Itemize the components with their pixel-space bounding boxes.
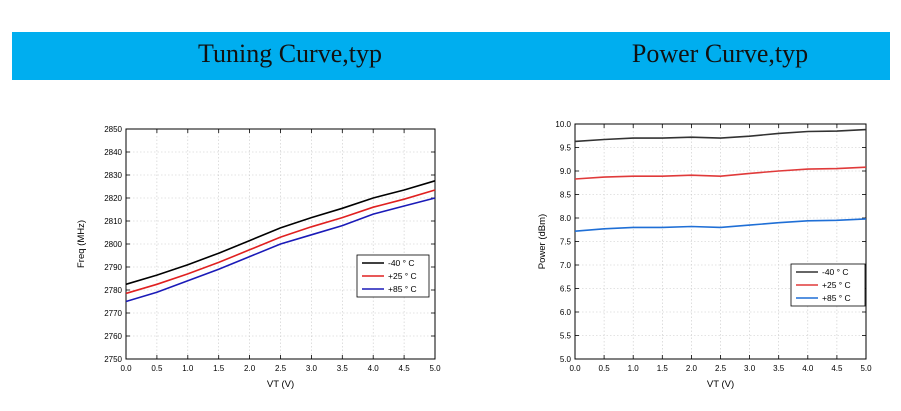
- y-tick-label: 2770: [104, 309, 122, 318]
- legend-label-3: +85 ° C: [822, 293, 851, 303]
- y-tick-label: 6.5: [560, 285, 572, 294]
- y-tick-label: 9.5: [560, 144, 572, 153]
- x-tick-label: 2.5: [275, 364, 287, 373]
- x-tick-label: 0.5: [599, 364, 611, 373]
- y-tick-label: 8.5: [560, 191, 572, 200]
- y-tick-label: 6.0: [560, 308, 572, 317]
- x-tick-label: 2.0: [244, 364, 256, 373]
- legend-label-1: -40 ° C: [822, 267, 849, 277]
- y-axis-label: Power (dBm): [537, 214, 548, 269]
- x-tick-label: 3.0: [306, 364, 318, 373]
- x-tick-label: 1.5: [657, 364, 669, 373]
- series-line-2: [125, 189, 436, 295]
- y-tick-label: 2800: [104, 240, 122, 249]
- y-tick-label: 8.0: [560, 214, 572, 223]
- y-tick-label: 5.5: [560, 332, 572, 341]
- x-tick-label: 3.0: [744, 364, 756, 373]
- x-tick-label: 4.5: [831, 364, 843, 373]
- power-curve-title: Power Curve,typ: [631, 39, 809, 68]
- y-tick-label: 2810: [104, 217, 122, 226]
- series-line-3: [125, 197, 436, 303]
- legend-label-2: +25 ° C: [822, 280, 851, 290]
- series-line-2: [574, 166, 867, 180]
- x-axis-label: VT (V): [267, 379, 294, 390]
- x-tick-label: 1.0: [182, 364, 194, 373]
- series-line-3: [574, 218, 867, 232]
- y-tick-label: 7.0: [560, 261, 572, 270]
- y-tick-label: 2830: [104, 171, 122, 180]
- x-tick-label: 2.5: [715, 364, 727, 373]
- x-tick-label: 5.0: [429, 364, 441, 373]
- y-tick-label: 9.0: [560, 167, 572, 176]
- y-tick-label: 5.0: [560, 355, 572, 364]
- y-tick-label: 10.0: [555, 120, 571, 129]
- x-tick-label: 0.0: [569, 364, 581, 373]
- legend-label-3: +85 ° C: [388, 284, 417, 294]
- series-line-1: [125, 180, 436, 286]
- x-tick-label: 4.0: [802, 364, 814, 373]
- y-tick-label: 2850: [104, 125, 122, 134]
- y-tick-label: 2820: [104, 194, 122, 203]
- x-axis-label: VT (V): [707, 379, 734, 390]
- legend-label-2: +25 ° C: [388, 271, 417, 281]
- title-banner: Tuning Curve,typ Power Curve,typ: [12, 32, 890, 80]
- x-tick-label: 2.0: [686, 364, 698, 373]
- y-tick-label: 7.5: [560, 238, 572, 247]
- y-tick-label: 2750: [104, 355, 122, 364]
- x-tick-label: 4.0: [368, 364, 380, 373]
- series-line-1: [574, 128, 867, 143]
- x-tick-label: 0.0: [120, 364, 132, 373]
- x-tick-label: 1.5: [213, 364, 225, 373]
- x-tick-label: 3.5: [773, 364, 785, 373]
- x-tick-label: 5.0: [860, 364, 872, 373]
- x-tick-label: 1.0: [628, 364, 640, 373]
- y-axis-label: Freq (MHz): [76, 220, 87, 268]
- legend-label-1: -40 ° C: [388, 258, 415, 268]
- tuning-curve-title: Tuning Curve,typ: [198, 39, 382, 68]
- y-tick-label: 2780: [104, 286, 122, 295]
- x-tick-label: 3.5: [337, 364, 349, 373]
- y-tick-label: 2790: [104, 263, 122, 272]
- y-tick-label: 2840: [104, 148, 122, 157]
- x-tick-label: 0.5: [151, 364, 163, 373]
- x-tick-label: 4.5: [399, 364, 411, 373]
- y-tick-label: 2760: [104, 332, 122, 341]
